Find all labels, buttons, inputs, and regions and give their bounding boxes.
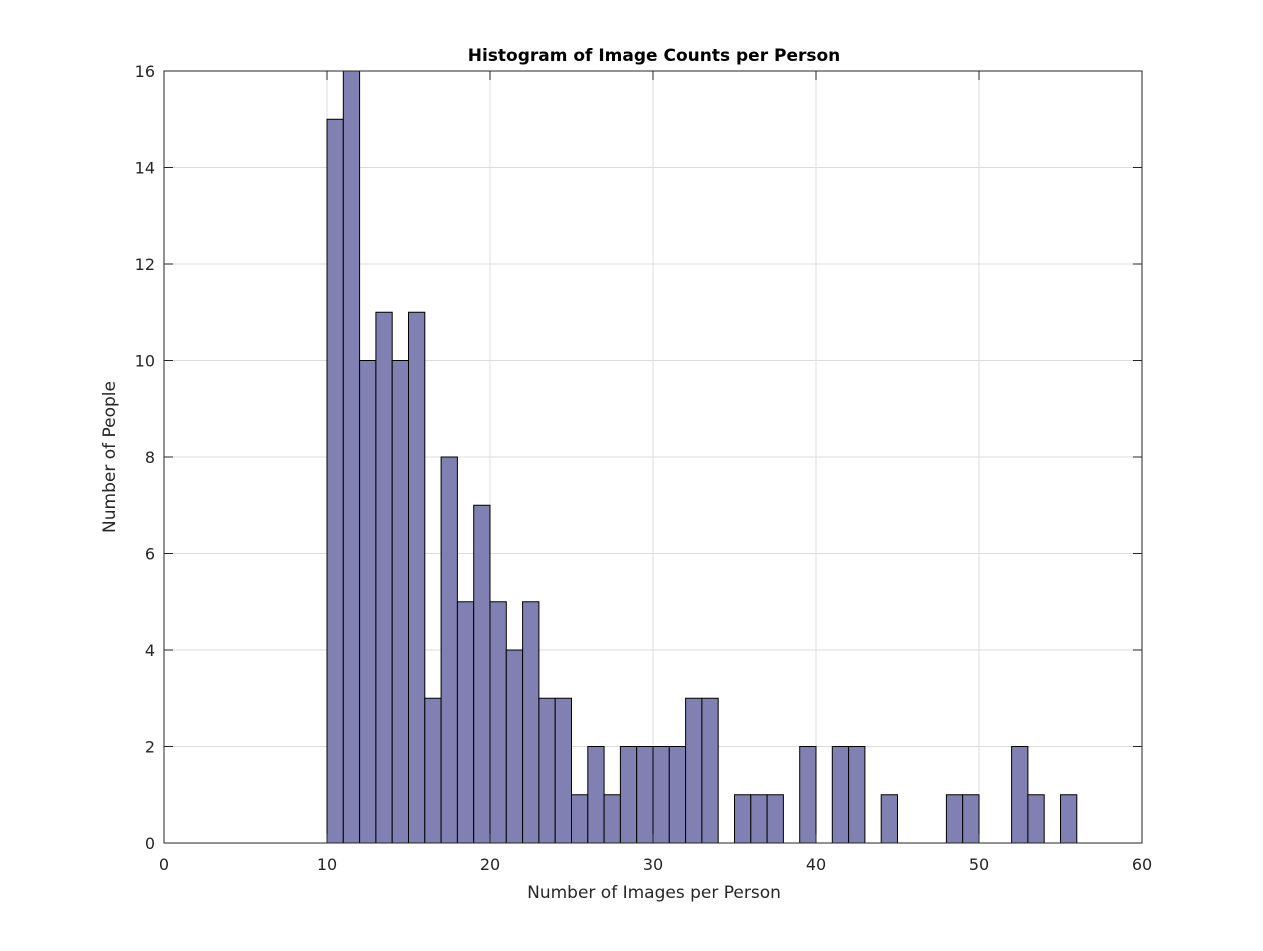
- histogram-bar: [456, 601, 475, 844]
- histogram-bar: [489, 601, 507, 844]
- histogram-bar: [734, 794, 752, 844]
- histogram-bar: [848, 746, 866, 844]
- x-tick-label: 30: [643, 855, 663, 874]
- y-tick-label: 0: [145, 834, 155, 853]
- histogram-bar: [636, 746, 654, 844]
- x-tick-label: 10: [317, 855, 337, 874]
- histogram-bar: [408, 311, 426, 844]
- y-tick-label: 6: [145, 545, 155, 564]
- histogram-bar: [375, 311, 393, 844]
- y-tick-label: 8: [145, 448, 155, 467]
- histogram-bar: [945, 794, 964, 844]
- histogram-bar: [342, 70, 361, 844]
- histogram-bar: [1027, 794, 1045, 844]
- histogram-bar: [424, 697, 442, 844]
- histogram-bar: [750, 794, 768, 844]
- histogram-bar: [326, 118, 344, 844]
- histogram-bar: [766, 794, 784, 844]
- histogram-bar: [685, 697, 703, 844]
- histogram-bar: [505, 649, 524, 844]
- grid-lines: [163, 70, 1143, 844]
- histogram-bar: [554, 697, 573, 844]
- x-tick-label: 0: [159, 855, 169, 874]
- y-tick-label: 14: [135, 159, 155, 178]
- y-tick-label: 4: [145, 641, 155, 660]
- y-axis-label: Number of People: [100, 381, 120, 533]
- histogram-bar: [701, 697, 719, 844]
- histogram-bar: [440, 456, 458, 844]
- histogram-bars: [326, 70, 1078, 844]
- histogram-bar: [668, 746, 687, 844]
- tick-marks: [163, 70, 1143, 844]
- histogram-bar: [1060, 794, 1078, 844]
- histogram-bar: [880, 794, 899, 844]
- histogram-bar: [359, 360, 377, 844]
- y-tick-label: 16: [135, 62, 155, 81]
- y-tick-label: 2: [145, 738, 155, 757]
- y-tick-label: 12: [135, 255, 155, 274]
- x-tick-label: 20: [480, 855, 500, 874]
- histogram-bar: [652, 746, 670, 844]
- y-tick-labels: 0 2 4 6 8 10 12 14 16: [135, 62, 155, 853]
- histogram-bar: [571, 794, 589, 844]
- histogram-bar: [522, 601, 540, 844]
- histogram-bar: [538, 697, 556, 844]
- histogram-bar: [619, 746, 638, 844]
- histogram-bar: [473, 504, 491, 844]
- y-tick-label: 10: [135, 352, 155, 371]
- x-tick-label: 40: [806, 855, 826, 874]
- histogram-bar: [587, 746, 605, 844]
- histogram-bar: [1011, 746, 1029, 844]
- histogram-bar: [603, 794, 621, 844]
- x-tick-label: 60: [1132, 855, 1152, 874]
- histogram-bar: [962, 794, 980, 844]
- histogram-bar: [391, 360, 410, 844]
- x-tick-label: 50: [969, 855, 989, 874]
- chart-title: Histogram of Image Counts per Person: [468, 46, 841, 66]
- x-tick-labels: 0 10 20 30 40 50 60: [159, 855, 1152, 874]
- histogram-bar: [831, 746, 850, 844]
- histogram-bar: [799, 746, 817, 844]
- x-axis-label: Number of Images per Person: [527, 883, 781, 903]
